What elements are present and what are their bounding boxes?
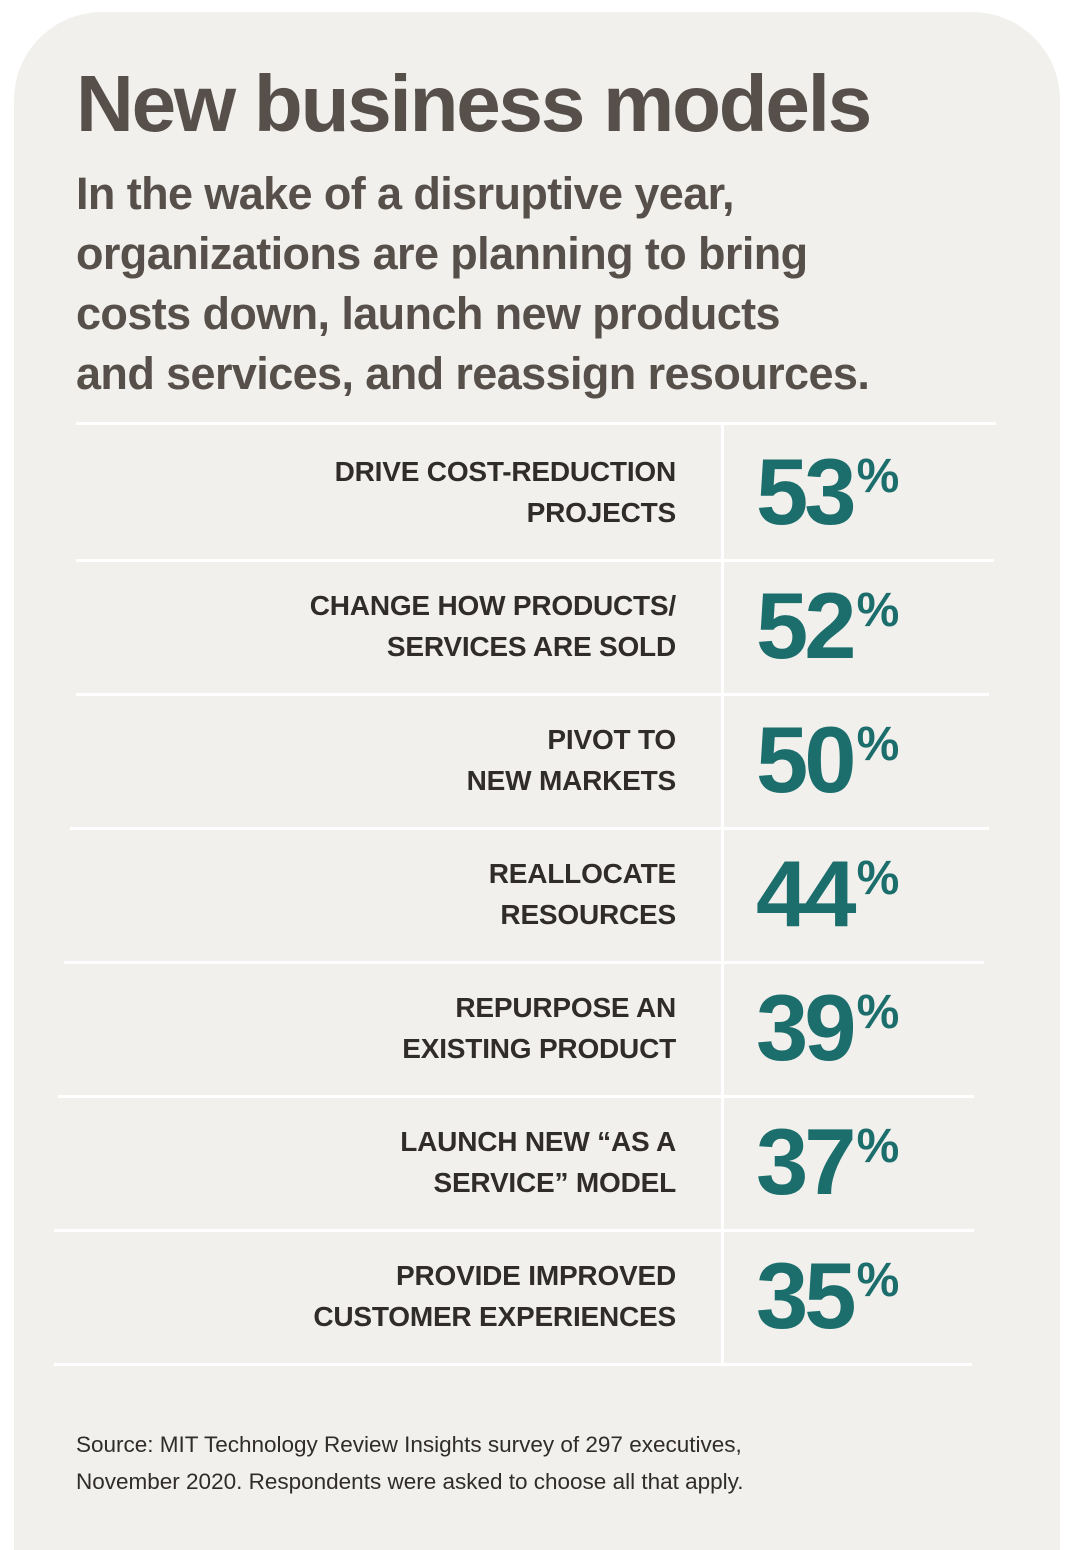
percent-sign: % bbox=[856, 1254, 900, 1307]
table-row: DRIVE COST-REDUCTION PROJECTS 53% bbox=[14, 425, 1060, 562]
row-label: LAUNCH NEW “AS A SERVICE” MODEL bbox=[400, 1095, 676, 1229]
row-label: PROVIDE IMPROVED CUSTOMER EXPERIENCES bbox=[313, 1229, 676, 1363]
row-label-line: CHANGE HOW PRODUCTS/ bbox=[309, 590, 676, 621]
row-divider bbox=[64, 961, 984, 964]
table-row: REALLOCATE RESOURCES 44% bbox=[14, 827, 1060, 964]
row-label-line: DRIVE COST-REDUCTION bbox=[334, 456, 677, 487]
row-label-line: PROJECTS bbox=[526, 497, 677, 528]
subtitle: In the wake of a disruptive year, organi… bbox=[76, 164, 1006, 404]
row-value: 44% bbox=[756, 827, 899, 961]
percent-sign: % bbox=[856, 986, 900, 1039]
row-divider bbox=[54, 1229, 974, 1232]
row-label-line: REALLOCATE bbox=[488, 858, 676, 889]
value-number: 37 bbox=[756, 1109, 857, 1214]
value-number: 50 bbox=[756, 707, 857, 812]
page-title: New business models bbox=[76, 59, 872, 148]
row-label-line: PROVIDE IMPROVED bbox=[396, 1260, 676, 1291]
value-number: 39 bbox=[756, 975, 857, 1080]
row-value: 52% bbox=[756, 559, 899, 693]
row-label-line: SERVICE” MODEL bbox=[433, 1167, 676, 1198]
row-divider bbox=[76, 559, 994, 562]
source-note: Source: MIT Technology Review Insights s… bbox=[76, 1426, 744, 1500]
row-label-line: RESOURCES bbox=[500, 899, 676, 930]
row-label-line: LAUNCH NEW “AS A bbox=[400, 1126, 676, 1157]
row-label: PIVOT TO NEW MARKETS bbox=[466, 693, 677, 827]
percent-sign: % bbox=[856, 852, 900, 905]
subtitle-line: In the wake of a disruptive year, bbox=[76, 168, 735, 219]
column-divider bbox=[721, 425, 724, 1363]
row-divider bbox=[58, 1095, 974, 1098]
row-label-line: NEW MARKETS bbox=[466, 765, 677, 796]
table-row: CHANGE HOW PRODUCTS/SERVICES ARE SOLD 52% bbox=[14, 559, 1060, 696]
percent-sign: % bbox=[856, 718, 900, 771]
row-divider bbox=[70, 827, 989, 830]
table-row: PIVOT TO NEW MARKETS 50% bbox=[14, 693, 1060, 830]
row-value: 37% bbox=[756, 1095, 899, 1229]
value-number: 52 bbox=[756, 573, 857, 678]
subtitle-line: costs down, launch new products bbox=[76, 288, 781, 339]
value-number: 53 bbox=[756, 439, 857, 544]
row-divider bbox=[54, 1363, 972, 1366]
table-top-rule bbox=[76, 422, 996, 425]
row-label: DRIVE COST-REDUCTION PROJECTS bbox=[334, 425, 677, 559]
row-divider bbox=[76, 693, 989, 696]
table-row: PROVIDE IMPROVED CUSTOMER EXPERIENCES 35% bbox=[14, 1229, 1060, 1366]
percent-sign: % bbox=[856, 584, 900, 637]
row-label: REPURPOSE AN EXISTING PRODUCT bbox=[402, 961, 676, 1095]
row-value: 50% bbox=[756, 693, 899, 827]
row-label: REALLOCATE RESOURCES bbox=[489, 827, 676, 961]
value-number: 35 bbox=[756, 1243, 857, 1348]
row-value: 39% bbox=[756, 961, 899, 1095]
row-label-line: SERVICES ARE SOLD bbox=[386, 631, 676, 662]
row-label: CHANGE HOW PRODUCTS/SERVICES ARE SOLD bbox=[310, 559, 676, 693]
row-label-line: CUSTOMER EXPERIENCES bbox=[313, 1301, 676, 1332]
source-line: November 2020. Respondents were asked to… bbox=[76, 1469, 744, 1494]
table-row: REPURPOSE AN EXISTING PRODUCT 39% bbox=[14, 961, 1060, 1098]
row-label-line: REPURPOSE AN bbox=[455, 992, 676, 1023]
percent-sign: % bbox=[856, 450, 900, 503]
value-number: 44 bbox=[756, 841, 857, 946]
row-value: 53% bbox=[756, 425, 899, 559]
row-value: 35% bbox=[756, 1229, 899, 1363]
infographic-card: New business models In the wake of a dis… bbox=[14, 12, 1060, 1550]
table-row: LAUNCH NEW “AS A SERVICE” MODEL 37% bbox=[14, 1095, 1060, 1232]
subtitle-line: organizations are planning to bring bbox=[76, 228, 808, 279]
row-label-line: EXISTING PRODUCT bbox=[402, 1033, 676, 1064]
percent-sign: % bbox=[856, 1120, 900, 1173]
source-line: Source: MIT Technology Review Insights s… bbox=[76, 1432, 742, 1457]
subtitle-line: and services, and reassign resources. bbox=[76, 348, 870, 399]
row-label-line: PIVOT TO bbox=[547, 724, 676, 755]
